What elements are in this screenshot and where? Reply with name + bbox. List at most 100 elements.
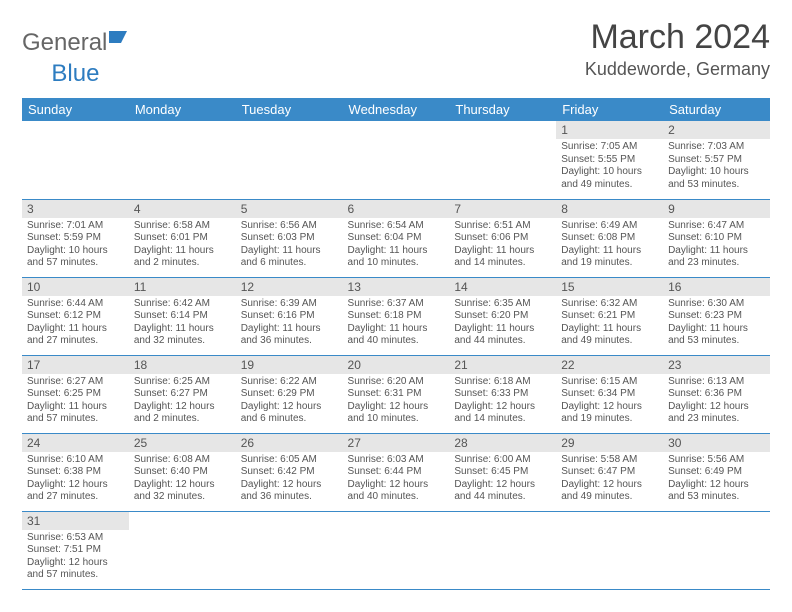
day-number: 21: [449, 356, 556, 374]
day-cell: 8Sunrise: 6:49 AMSunset: 6:08 PMDaylight…: [556, 199, 663, 277]
day-cell: 23Sunrise: 6:13 AMSunset: 6:36 PMDayligh…: [663, 355, 770, 433]
day-cell: 15Sunrise: 6:32 AMSunset: 6:21 PMDayligh…: [556, 277, 663, 355]
empty-cell: [343, 121, 450, 199]
calendar-row: 3Sunrise: 7:01 AMSunset: 5:59 PMDaylight…: [22, 199, 770, 277]
day-number: 25: [129, 434, 236, 452]
day-header: Tuesday: [236, 98, 343, 121]
day-number: 7: [449, 200, 556, 218]
location-subtitle: Kuddeworde, Germany: [585, 59, 770, 80]
day-number: 8: [556, 200, 663, 218]
day-cell: 30Sunrise: 5:56 AMSunset: 6:49 PMDayligh…: [663, 433, 770, 511]
day-details: Sunrise: 7:05 AMSunset: 5:55 PMDaylight:…: [556, 139, 663, 195]
day-number: 24: [22, 434, 129, 452]
empty-cell: [449, 511, 556, 589]
day-cell: 29Sunrise: 5:58 AMSunset: 6:47 PMDayligh…: [556, 433, 663, 511]
day-details: Sunrise: 6:03 AMSunset: 6:44 PMDaylight:…: [343, 452, 450, 508]
day-header: Thursday: [449, 98, 556, 121]
day-header: Friday: [556, 98, 663, 121]
day-number: 9: [663, 200, 770, 218]
brand-part1: General: [22, 29, 107, 57]
day-number: 13: [343, 278, 450, 296]
day-cell: 9Sunrise: 6:47 AMSunset: 6:10 PMDaylight…: [663, 199, 770, 277]
empty-cell: [343, 511, 450, 589]
day-details: Sunrise: 6:37 AMSunset: 6:18 PMDaylight:…: [343, 296, 450, 352]
day-details: Sunrise: 6:51 AMSunset: 6:06 PMDaylight:…: [449, 218, 556, 274]
page-title: March 2024: [585, 18, 770, 57]
day-details: Sunrise: 6:27 AMSunset: 6:25 PMDaylight:…: [22, 374, 129, 430]
day-number: 26: [236, 434, 343, 452]
empty-cell: [129, 121, 236, 199]
day-cell: 31Sunrise: 6:53 AMSunset: 7:51 PMDayligh…: [22, 511, 129, 589]
day-header: Sunday: [22, 98, 129, 121]
calendar-row: 10Sunrise: 6:44 AMSunset: 6:12 PMDayligh…: [22, 277, 770, 355]
day-header: Saturday: [663, 98, 770, 121]
day-details: Sunrise: 6:42 AMSunset: 6:14 PMDaylight:…: [129, 296, 236, 352]
day-number: 17: [22, 356, 129, 374]
day-cell: 19Sunrise: 6:22 AMSunset: 6:29 PMDayligh…: [236, 355, 343, 433]
day-number: 10: [22, 278, 129, 296]
day-details: Sunrise: 6:39 AMSunset: 6:16 PMDaylight:…: [236, 296, 343, 352]
day-cell: 24Sunrise: 6:10 AMSunset: 6:38 PMDayligh…: [22, 433, 129, 511]
day-details: Sunrise: 6:54 AMSunset: 6:04 PMDaylight:…: [343, 218, 450, 274]
empty-cell: [663, 511, 770, 589]
day-details: Sunrise: 6:30 AMSunset: 6:23 PMDaylight:…: [663, 296, 770, 352]
empty-cell: [556, 511, 663, 589]
day-details: Sunrise: 6:49 AMSunset: 6:08 PMDaylight:…: [556, 218, 663, 274]
day-number: 27: [343, 434, 450, 452]
calendar-row: 31Sunrise: 6:53 AMSunset: 7:51 PMDayligh…: [22, 511, 770, 589]
day-cell: 20Sunrise: 6:20 AMSunset: 6:31 PMDayligh…: [343, 355, 450, 433]
day-cell: 27Sunrise: 6:03 AMSunset: 6:44 PMDayligh…: [343, 433, 450, 511]
day-number: 3: [22, 200, 129, 218]
day-cell: 6Sunrise: 6:54 AMSunset: 6:04 PMDaylight…: [343, 199, 450, 277]
day-cell: 2Sunrise: 7:03 AMSunset: 5:57 PMDaylight…: [663, 121, 770, 199]
day-cell: 12Sunrise: 6:39 AMSunset: 6:16 PMDayligh…: [236, 277, 343, 355]
day-details: Sunrise: 6:22 AMSunset: 6:29 PMDaylight:…: [236, 374, 343, 430]
empty-cell: [449, 121, 556, 199]
day-details: Sunrise: 6:53 AMSunset: 7:51 PMDaylight:…: [22, 530, 129, 586]
day-cell: 25Sunrise: 6:08 AMSunset: 6:40 PMDayligh…: [129, 433, 236, 511]
empty-cell: [129, 511, 236, 589]
day-cell: 3Sunrise: 7:01 AMSunset: 5:59 PMDaylight…: [22, 199, 129, 277]
day-cell: 5Sunrise: 6:56 AMSunset: 6:03 PMDaylight…: [236, 199, 343, 277]
day-number: 20: [343, 356, 450, 374]
day-number: 16: [663, 278, 770, 296]
day-details: Sunrise: 6:10 AMSunset: 6:38 PMDaylight:…: [22, 452, 129, 508]
calendar-body: 1Sunrise: 7:05 AMSunset: 5:55 PMDaylight…: [22, 121, 770, 589]
day-cell: 22Sunrise: 6:15 AMSunset: 6:34 PMDayligh…: [556, 355, 663, 433]
day-cell: 21Sunrise: 6:18 AMSunset: 6:33 PMDayligh…: [449, 355, 556, 433]
calendar-row: 17Sunrise: 6:27 AMSunset: 6:25 PMDayligh…: [22, 355, 770, 433]
day-cell: 26Sunrise: 6:05 AMSunset: 6:42 PMDayligh…: [236, 433, 343, 511]
day-details: Sunrise: 6:25 AMSunset: 6:27 PMDaylight:…: [129, 374, 236, 430]
day-cell: 28Sunrise: 6:00 AMSunset: 6:45 PMDayligh…: [449, 433, 556, 511]
calendar-table: SundayMondayTuesdayWednesdayThursdayFrid…: [22, 98, 770, 590]
day-details: Sunrise: 6:08 AMSunset: 6:40 PMDaylight:…: [129, 452, 236, 508]
empty-cell: [22, 121, 129, 199]
day-details: Sunrise: 6:13 AMSunset: 6:36 PMDaylight:…: [663, 374, 770, 430]
day-number: 15: [556, 278, 663, 296]
day-details: Sunrise: 6:18 AMSunset: 6:33 PMDaylight:…: [449, 374, 556, 430]
day-number: 31: [22, 512, 129, 530]
day-details: Sunrise: 6:58 AMSunset: 6:01 PMDaylight:…: [129, 218, 236, 274]
day-details: Sunrise: 6:05 AMSunset: 6:42 PMDaylight:…: [236, 452, 343, 508]
day-cell: 16Sunrise: 6:30 AMSunset: 6:23 PMDayligh…: [663, 277, 770, 355]
day-number: 4: [129, 200, 236, 218]
flag-icon: [109, 24, 131, 52]
day-details: Sunrise: 6:20 AMSunset: 6:31 PMDaylight:…: [343, 374, 450, 430]
day-number: 18: [129, 356, 236, 374]
day-number: 12: [236, 278, 343, 296]
day-cell: 18Sunrise: 6:25 AMSunset: 6:27 PMDayligh…: [129, 355, 236, 433]
title-block: March 2024 Kuddeworde, Germany: [585, 18, 770, 80]
day-cell: 7Sunrise: 6:51 AMSunset: 6:06 PMDaylight…: [449, 199, 556, 277]
day-header: Monday: [129, 98, 236, 121]
day-cell: 4Sunrise: 6:58 AMSunset: 6:01 PMDaylight…: [129, 199, 236, 277]
day-details: Sunrise: 6:44 AMSunset: 6:12 PMDaylight:…: [22, 296, 129, 352]
day-details: Sunrise: 6:35 AMSunset: 6:20 PMDaylight:…: [449, 296, 556, 352]
day-cell: 13Sunrise: 6:37 AMSunset: 6:18 PMDayligh…: [343, 277, 450, 355]
day-details: Sunrise: 5:56 AMSunset: 6:49 PMDaylight:…: [663, 452, 770, 508]
day-number: 14: [449, 278, 556, 296]
day-number: 30: [663, 434, 770, 452]
day-cell: 17Sunrise: 6:27 AMSunset: 6:25 PMDayligh…: [22, 355, 129, 433]
day-number: 6: [343, 200, 450, 218]
day-number: 19: [236, 356, 343, 374]
day-cell: 10Sunrise: 6:44 AMSunset: 6:12 PMDayligh…: [22, 277, 129, 355]
